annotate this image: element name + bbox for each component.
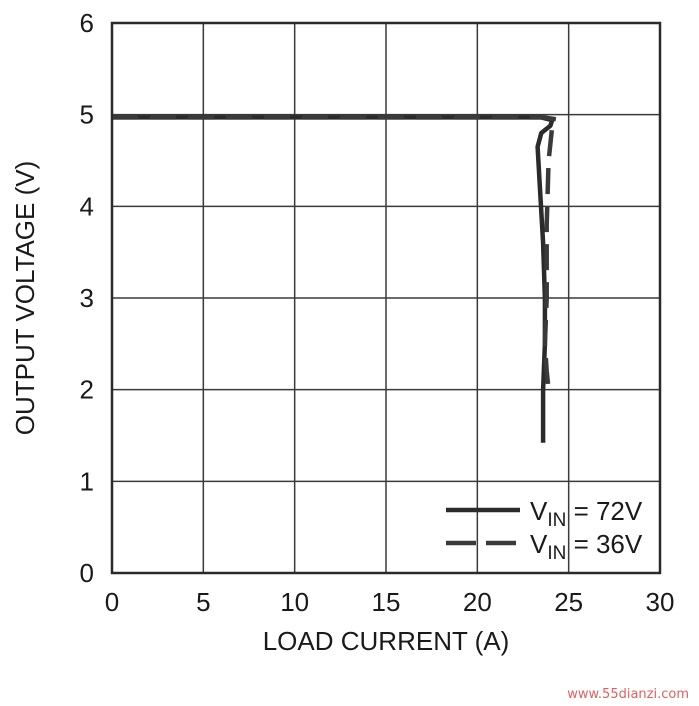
watermark: www.55dianzi.com (567, 687, 689, 702)
tick-labels: 0 5 10 15 20 25 30 0 1 2 3 4 5 6 (80, 8, 675, 617)
plot-frame (110, 21, 662, 575)
legend-label-2: VIN = 36V (530, 529, 643, 564)
series-layer (112, 115, 559, 443)
x-tick-label: 20 (463, 587, 492, 617)
y-tick-label: 0 (80, 558, 94, 588)
legend-label-1: VIN = 72V (530, 496, 643, 531)
x-tick-label: 15 (372, 587, 401, 617)
x-tick-label: 5 (196, 587, 210, 617)
x-tick-label: 10 (280, 587, 309, 617)
y-tick-label: 2 (80, 375, 94, 405)
y-tick-label: 1 (80, 466, 94, 496)
x-axis-label: LOAD CURRENT (A) (263, 626, 510, 656)
x-tick-label: 0 (105, 587, 119, 617)
y-tick-label: 6 (80, 8, 94, 38)
y-tick-label: 5 (80, 100, 94, 130)
series-line-2 (112, 115, 559, 390)
x-tick-label: 30 (646, 587, 675, 617)
y-tick-label: 3 (80, 283, 94, 313)
y-axis-label: OUTPUT VOLTAGE (V) (10, 161, 40, 435)
x-tick-label: 25 (554, 587, 583, 617)
y-tick-label: 4 (80, 191, 94, 221)
